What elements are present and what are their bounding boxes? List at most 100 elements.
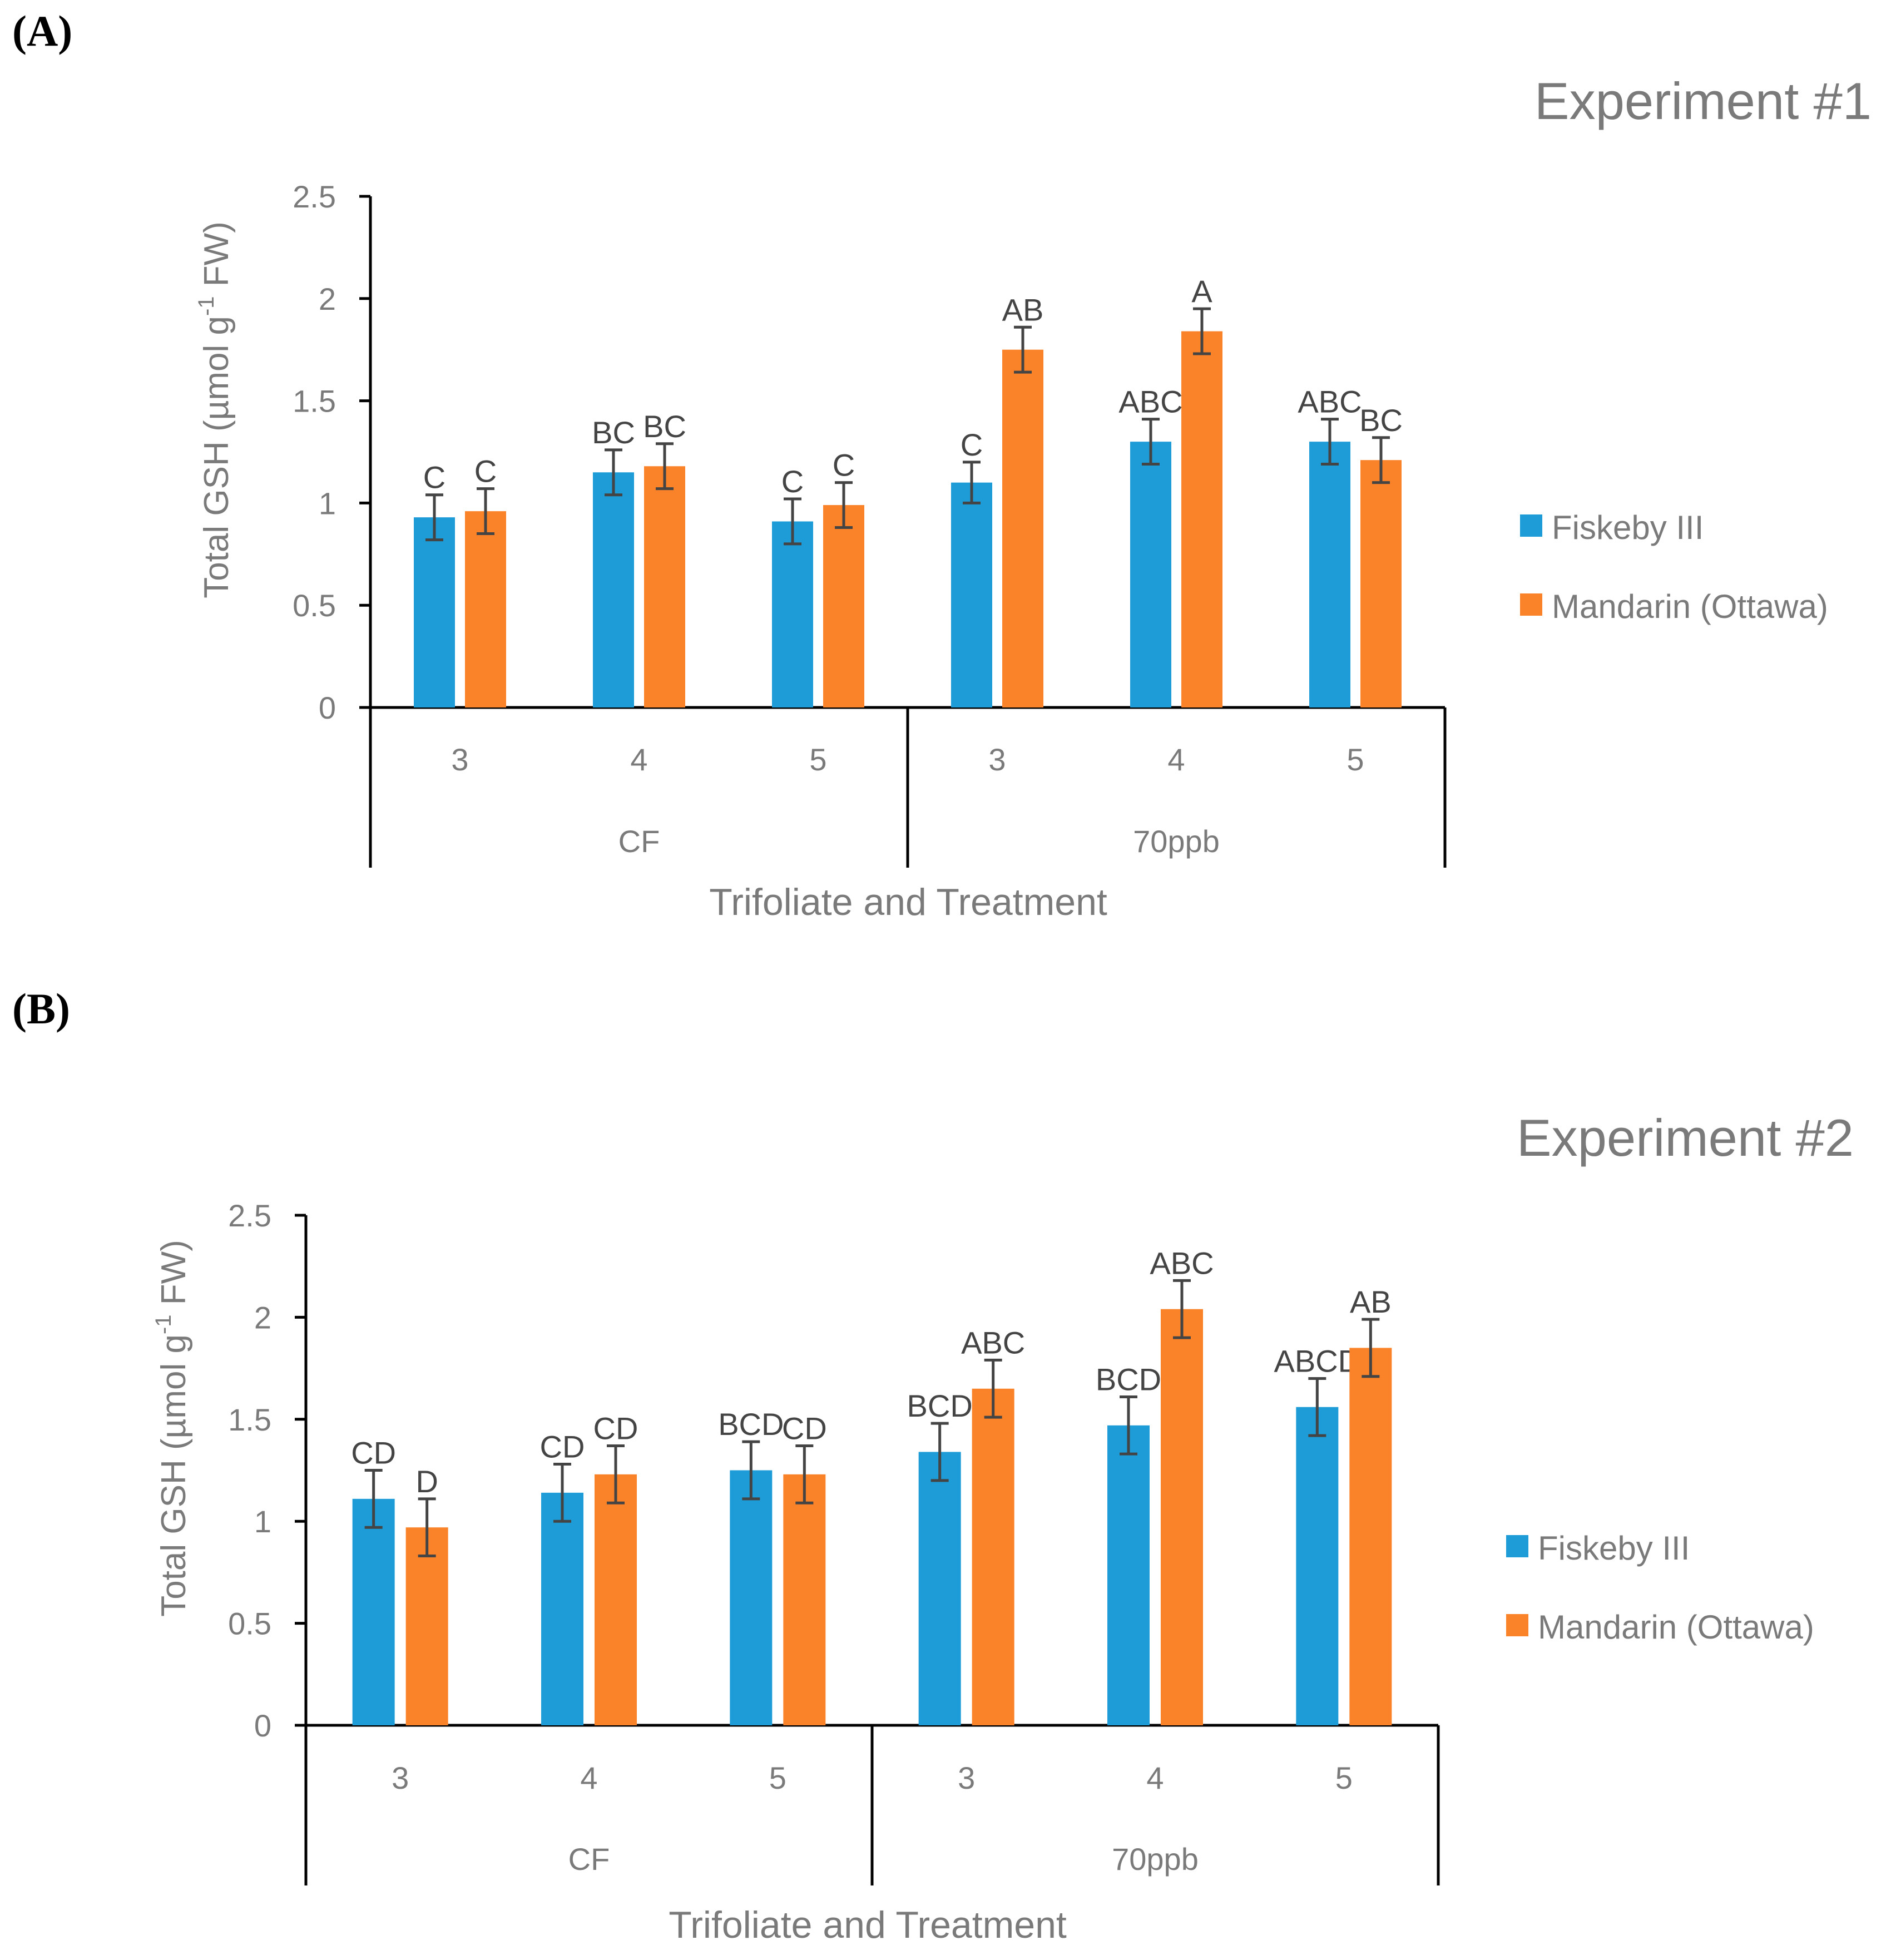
legend-swatch-fiskeby [1506, 1535, 1528, 1557]
y-tick-label: 1.5 [293, 384, 336, 419]
bar [918, 1452, 961, 1725]
x-axis-label: Trifoliate and Treatment [669, 1904, 1067, 1946]
significance-label: C [961, 427, 983, 462]
legend-item: Fiskeby III [1520, 509, 1704, 546]
legend-label: Fiskeby III [1538, 1530, 1690, 1567]
significance-label: BCD [718, 1407, 784, 1442]
y-axis-label: Total GSH (µmol g-1 FW) [151, 1240, 193, 1617]
significance-label: BCD [907, 1388, 973, 1423]
significance-label: AB [1002, 292, 1044, 327]
y-tick-label: 1 [254, 1504, 271, 1539]
y-axis-label-main: Total GSH (µmol g [155, 1334, 193, 1617]
significance-label: CD [593, 1410, 638, 1446]
significance-label: ABC [1298, 384, 1362, 419]
significance-label: D [415, 1464, 438, 1499]
legend-label: Mandarin (Ottawa) [1552, 588, 1828, 625]
category-label: 5 [1347, 742, 1364, 777]
category-label: 4 [1146, 1760, 1164, 1795]
y-tick-label: 0.5 [228, 1606, 271, 1641]
panel-label: (A) [12, 7, 72, 55]
y-tick-label: 2.5 [293, 179, 336, 214]
significance-label: AB [1350, 1284, 1392, 1319]
significance-label: BC [1359, 403, 1403, 438]
category-label: 4 [630, 742, 647, 777]
legend-item: Mandarin (Ottawa) [1506, 1608, 1814, 1646]
significance-label: BC [643, 409, 686, 444]
legend: Fiskeby III Mandarin (Ottawa) [1506, 1530, 1814, 1646]
y-axis-label-sup: -1 [151, 1314, 176, 1334]
bar [730, 1470, 773, 1725]
x-axis-label: Trifoliate and Treatment [709, 881, 1107, 923]
category-label: 3 [958, 1760, 975, 1795]
category-label: 3 [988, 742, 1006, 777]
category-label: 5 [809, 742, 826, 777]
bar [414, 517, 455, 707]
bar [772, 521, 813, 707]
bar [783, 1474, 826, 1725]
bar [972, 1388, 1014, 1725]
y-tick-label: 1 [319, 486, 336, 521]
y-tick-label: 0.5 [293, 588, 336, 623]
bar [823, 505, 864, 707]
significance-label: CD [351, 1436, 396, 1471]
significance-label: CD [782, 1410, 827, 1446]
category-label: 5 [1335, 1760, 1353, 1795]
significance-label: A [1191, 274, 1212, 309]
significance-label: C [781, 464, 804, 499]
y-tick-label: 2.5 [228, 1198, 271, 1233]
bar [1130, 442, 1171, 707]
bar [644, 466, 685, 707]
significance-label: ABCD [1274, 1343, 1361, 1378]
bar [1161, 1309, 1203, 1725]
significance-label: C [423, 460, 445, 495]
bar [541, 1492, 583, 1725]
bar [951, 482, 992, 707]
significance-label: BCD [1096, 1362, 1161, 1397]
bar [352, 1498, 395, 1725]
bar [405, 1527, 448, 1725]
y-tick-label: 2 [319, 281, 336, 316]
bar [595, 1474, 637, 1725]
group-label: CF [568, 1842, 610, 1877]
significance-label: C [833, 448, 855, 483]
y-axis-label-main: Total GSH (µmol g [197, 316, 236, 598]
legend-label: Fiskeby III [1552, 509, 1704, 546]
legend-swatch-mandarin [1506, 1614, 1528, 1636]
category-label: 3 [451, 742, 468, 777]
bar [1349, 1348, 1392, 1725]
legend-item: Mandarin (Ottawa) [1520, 588, 1828, 625]
significance-label: BC [592, 415, 635, 450]
y-tick-label: 1.5 [228, 1402, 271, 1437]
bar [1107, 1425, 1150, 1725]
bar [1360, 460, 1402, 707]
significance-label: ABC [1150, 1245, 1214, 1280]
legend-item: Fiskeby III [1506, 1530, 1690, 1567]
bar [465, 511, 506, 707]
group-label: 70ppb [1133, 824, 1220, 859]
category-label: 3 [392, 1760, 409, 1795]
legend: Fiskeby III Mandarin (Ottawa) [1520, 509, 1828, 625]
y-axis-label-tail: FW) [197, 221, 236, 296]
y-tick-label: 2 [254, 1300, 271, 1335]
y-tick-label: 0 [254, 1708, 271, 1743]
panel-label: (B) [12, 984, 70, 1033]
bar [1296, 1407, 1339, 1725]
panel-b: (B) Experiment #2 Total GSH (µmol g-1 FW… [12, 984, 1854, 1946]
significance-label: C [474, 454, 497, 489]
y-axis-label: Total GSH (µmol g-1 FW) [194, 221, 236, 598]
bar [1002, 349, 1043, 707]
group-label: CF [618, 824, 660, 859]
y-axis-label-sup: -1 [194, 296, 219, 316]
legend-swatch-fiskeby [1520, 514, 1542, 537]
bar [1181, 331, 1222, 707]
group-label: 70ppb [1112, 1842, 1199, 1877]
chart-title: Experiment #2 [1517, 1108, 1854, 1167]
bar [593, 472, 634, 707]
legend-swatch-mandarin [1520, 593, 1542, 616]
y-axis-label-tail: FW) [155, 1240, 193, 1314]
significance-label: CD [540, 1429, 585, 1464]
significance-label: ABC [961, 1325, 1025, 1360]
bar [1309, 442, 1350, 707]
panel-a: (A) Experiment #1 Total GSH (µmol g-1 FW… [12, 7, 1872, 923]
